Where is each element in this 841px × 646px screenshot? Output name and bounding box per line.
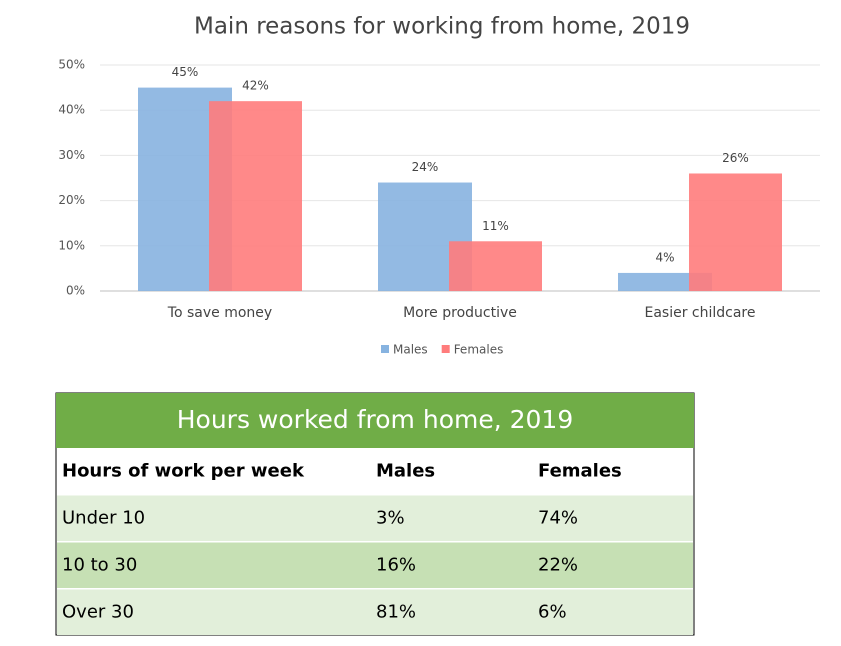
value-label: 11% bbox=[482, 219, 509, 233]
x-tick-label: Easier childcare bbox=[644, 305, 755, 321]
table-header-band bbox=[56, 393, 694, 448]
table-cell: 16% bbox=[376, 555, 416, 576]
table-row-band bbox=[57, 589, 693, 635]
x-tick-label: More productive bbox=[403, 305, 517, 321]
value-label: 24% bbox=[412, 160, 439, 174]
table-column-header: Females bbox=[538, 461, 622, 482]
bar bbox=[618, 272, 712, 291]
y-tick-label: 0% bbox=[66, 284, 85, 298]
legend-label: Females bbox=[454, 343, 504, 357]
y-tick-label: 30% bbox=[58, 148, 85, 162]
table-cell: 6% bbox=[538, 602, 567, 623]
table-cell: 10 to 30 bbox=[62, 555, 137, 576]
y-tick-label: 20% bbox=[58, 193, 85, 207]
table-cell: Over 30 bbox=[62, 602, 134, 623]
table-cell: 3% bbox=[376, 508, 405, 529]
table-cell: 74% bbox=[538, 508, 578, 529]
table-row-band bbox=[57, 542, 693, 588]
x-tick-label: To save money bbox=[167, 305, 272, 321]
y-tick-label: 10% bbox=[58, 238, 85, 252]
bar bbox=[689, 173, 782, 291]
y-tick-label: 50% bbox=[58, 58, 85, 72]
table-cell: 81% bbox=[376, 602, 416, 623]
table-cell: Under 10 bbox=[62, 508, 145, 529]
bar bbox=[209, 101, 302, 291]
legend-swatch bbox=[441, 345, 450, 353]
table-cell: 22% bbox=[538, 555, 578, 576]
legend-swatch bbox=[381, 345, 389, 353]
table-column-header: Males bbox=[376, 461, 435, 482]
value-label: 26% bbox=[722, 151, 749, 165]
value-label: 45% bbox=[172, 65, 199, 79]
y-tick-label: 40% bbox=[58, 103, 85, 117]
table-title: Hours worked from home, 2019 bbox=[177, 405, 574, 434]
chart-title: Main reasons for working from home, 2019 bbox=[194, 14, 690, 40]
value-label: 4% bbox=[655, 250, 674, 264]
table-row-band bbox=[57, 495, 693, 541]
table-column-header: Hours of work per week bbox=[62, 461, 305, 482]
bar bbox=[449, 241, 542, 291]
value-label: 42% bbox=[242, 79, 269, 93]
legend-label: Males bbox=[393, 343, 428, 357]
